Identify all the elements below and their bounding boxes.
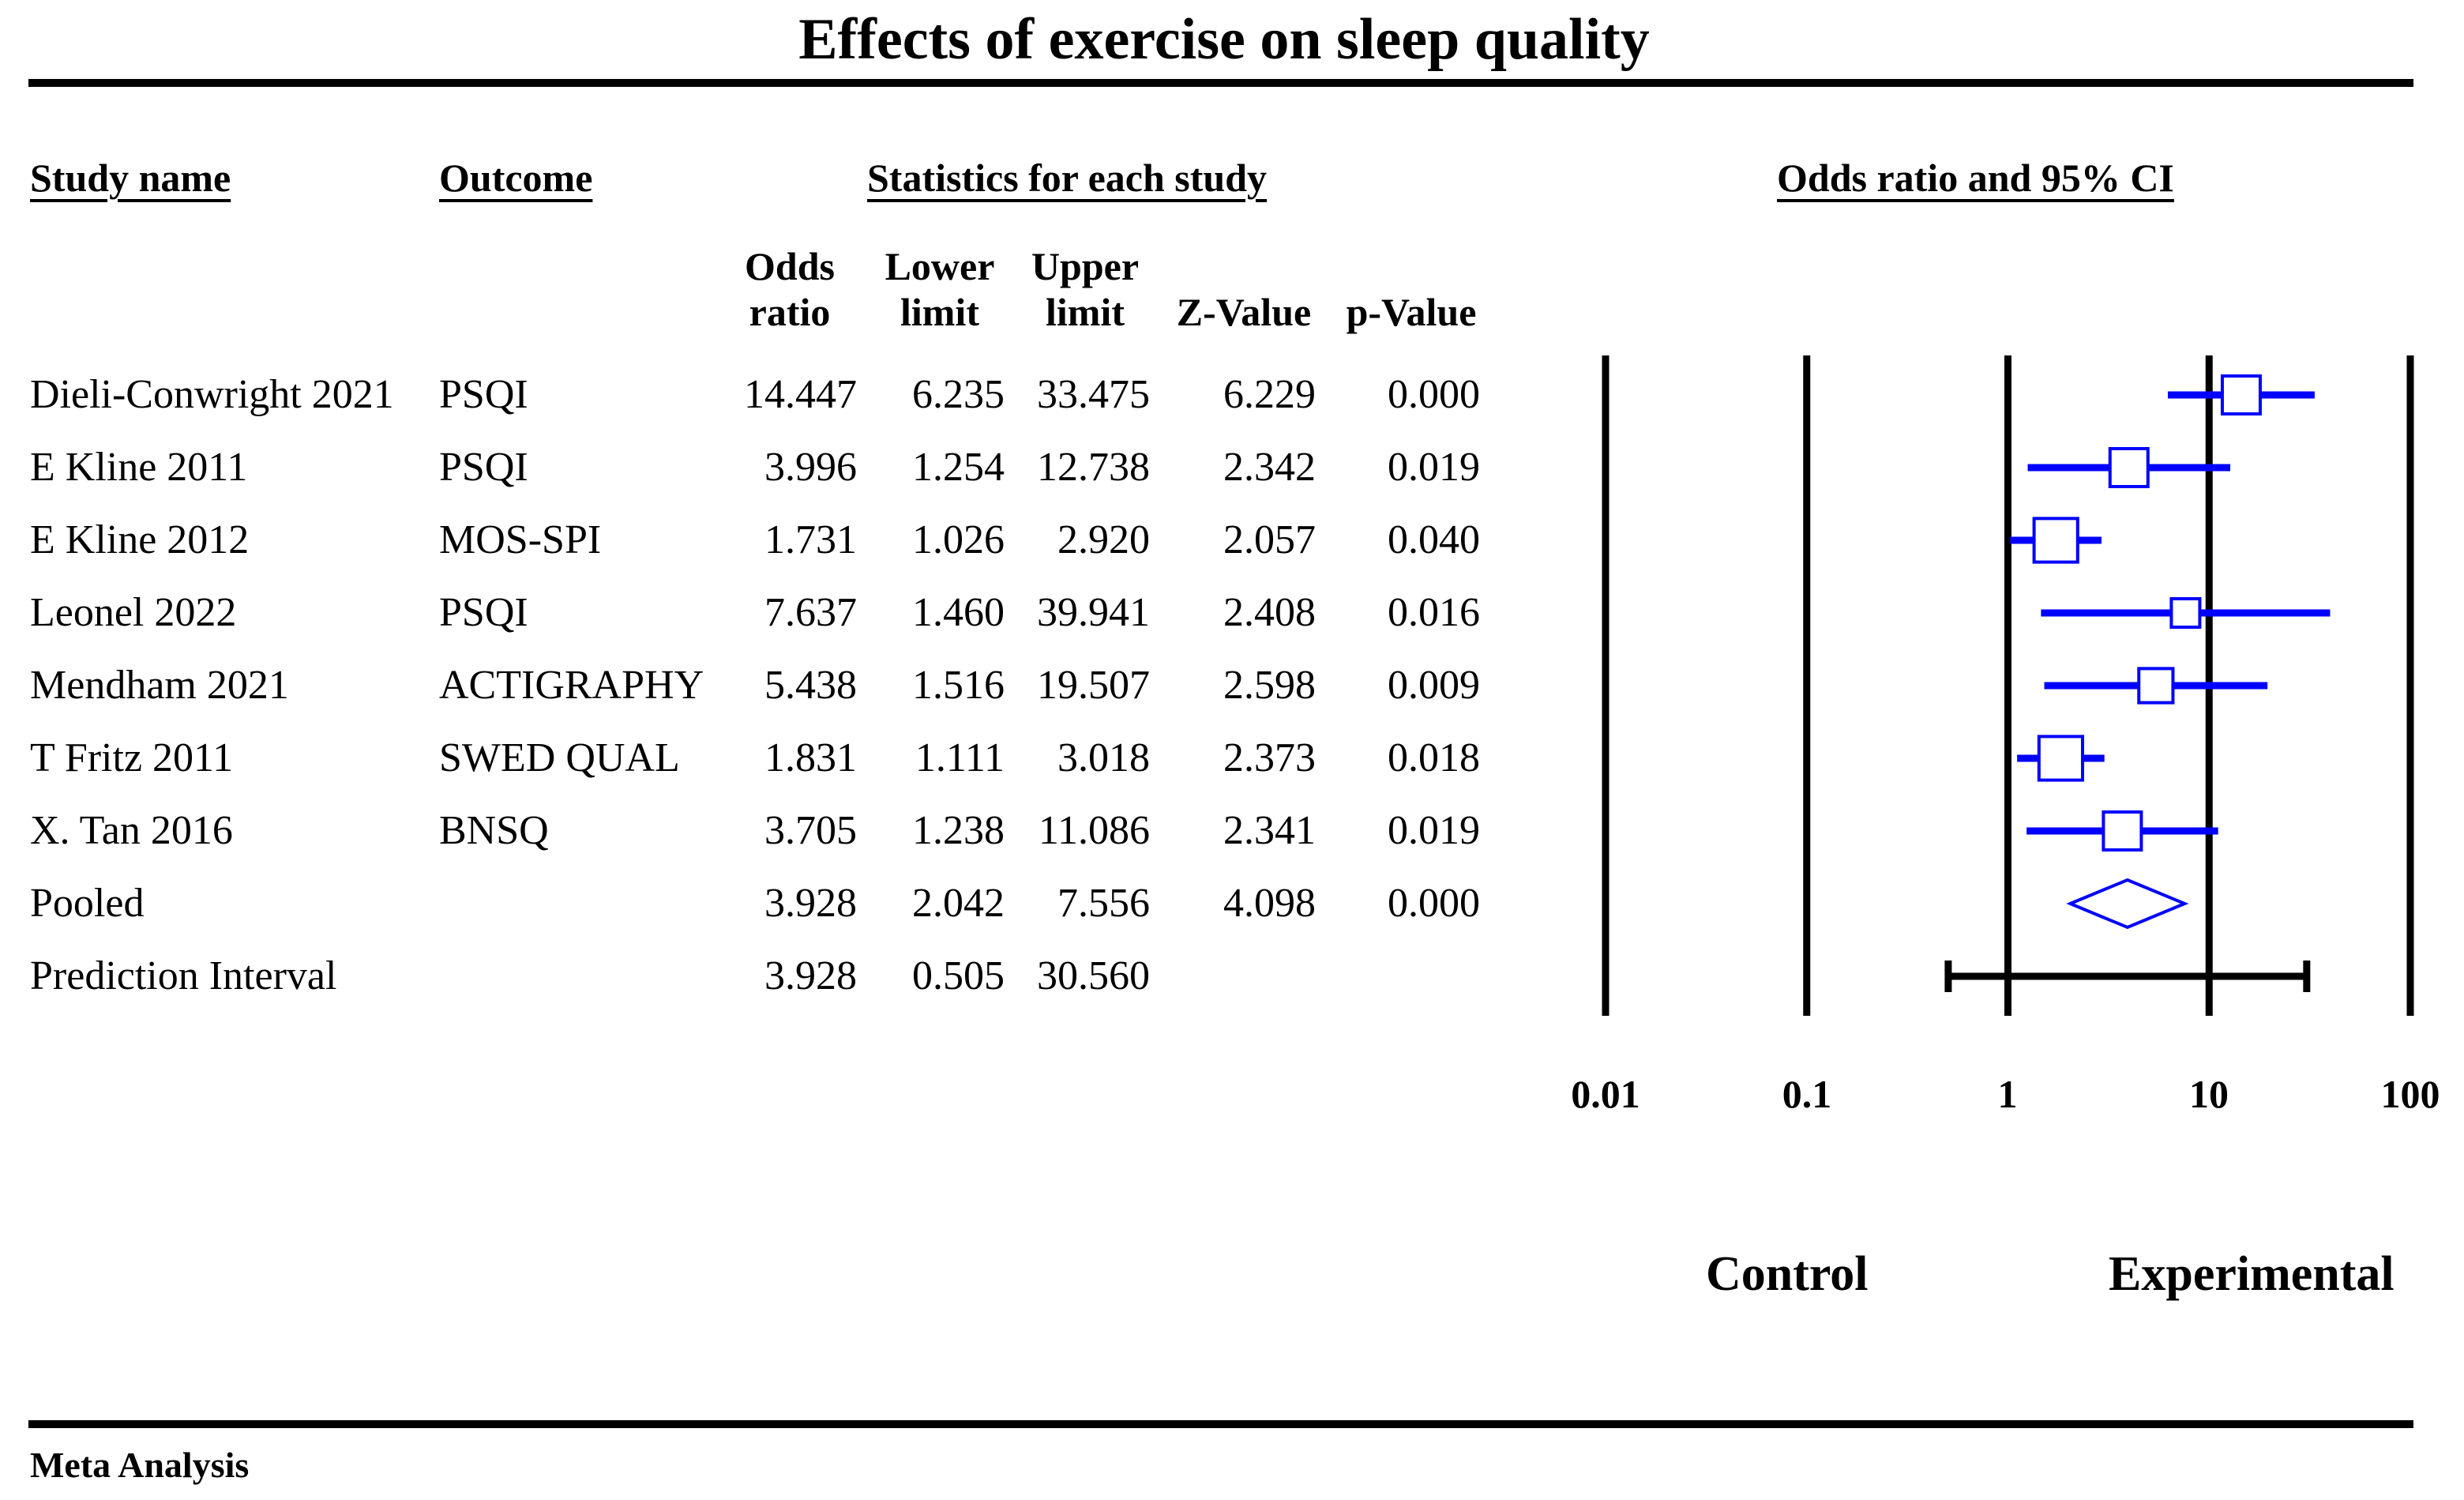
- z-value: 2.342: [1223, 445, 1316, 490]
- lower-limit: 0.505: [912, 953, 1005, 998]
- z-value: 2.598: [1223, 663, 1316, 708]
- colhdr-z-value: Z-Value: [1176, 290, 1312, 334]
- header-study-name: Study name: [30, 156, 231, 200]
- study-name: T Fritz 2011: [30, 735, 234, 780]
- outcome: PSQI: [439, 590, 528, 635]
- upper-limit: 7.556: [1057, 881, 1150, 926]
- header-outcome: Outcome: [439, 156, 593, 200]
- header-plot: Odds ratio and 95% CI: [1777, 156, 2174, 200]
- upper-limit: 30.560: [1037, 953, 1150, 998]
- odds-ratio: 3.705: [764, 808, 857, 853]
- tick-label-0.1: 0.1: [1782, 1072, 1832, 1116]
- odds-ratio: 3.996: [764, 445, 857, 490]
- colhdr-upper-limit-line1: Upper: [1031, 244, 1140, 288]
- outcome: BNSQ: [439, 808, 549, 853]
- colhdr-lower-limit-line2: limit: [900, 290, 979, 334]
- odds-ratio: 3.928: [764, 881, 857, 926]
- header-statistics: Statistics for each study: [867, 156, 1268, 200]
- odds-ratio: 3.928: [764, 953, 857, 998]
- upper-limit: 19.507: [1037, 663, 1150, 708]
- study-name: Dieli-Conwright 2021: [30, 372, 394, 417]
- point-estimate-marker: [2137, 667, 2175, 705]
- colhdr-odds-ratio: Odds ratio: [719, 243, 861, 335]
- outcome: PSQI: [439, 372, 528, 417]
- odds-ratio: 14.447: [744, 372, 857, 417]
- p-value: 0.000: [1388, 372, 1480, 417]
- footer-label: Meta Analysis: [30, 1445, 250, 1485]
- point-estimate-marker: [2220, 374, 2262, 415]
- study-name: Pooled: [30, 881, 145, 926]
- p-value: 0.019: [1388, 808, 1480, 853]
- p-value: 0.018: [1388, 735, 1480, 780]
- control-label: Control: [1706, 1247, 1869, 1301]
- upper-limit: 2.920: [1057, 517, 1150, 562]
- point-estimate-marker: [2102, 810, 2143, 852]
- lower-limit: 1.238: [912, 808, 1005, 853]
- point-estimate-marker: [2037, 735, 2085, 782]
- lower-limit: 1.460: [912, 590, 1005, 635]
- study-name: X. Tan 2016: [30, 808, 233, 853]
- upper-limit: 12.738: [1037, 445, 1150, 490]
- colhdr-odds-ratio-line2: ratio: [749, 290, 831, 334]
- outcome: PSQI: [439, 445, 528, 490]
- lower-limit: 1.026: [912, 517, 1005, 562]
- upper-limit: 11.086: [1038, 808, 1150, 853]
- lower-limit: 2.042: [912, 881, 1005, 926]
- lower-limit: 6.235: [912, 372, 1005, 417]
- tick-label-10: 10: [2189, 1072, 2229, 1116]
- outcome: MOS-SPI: [439, 517, 602, 562]
- lower-limit: 1.516: [912, 663, 1005, 708]
- colhdr-upper-limit: Upper limit: [1014, 243, 1156, 335]
- z-value: 2.341: [1223, 808, 1316, 853]
- p-value: 0.000: [1388, 881, 1480, 926]
- pooled-diamond: [2066, 878, 2189, 930]
- study-name: E Kline 2011: [30, 445, 248, 490]
- chart-title: Effects of exercise on sleep quality: [798, 7, 1650, 72]
- upper-limit: 39.941: [1037, 590, 1150, 635]
- z-value: 2.373: [1223, 735, 1316, 780]
- point-estimate-marker: [2169, 597, 2202, 629]
- outcome: ACTIGRAPHY: [439, 663, 704, 708]
- p-value: 0.040: [1388, 517, 1480, 562]
- point-estimate-marker: [2032, 517, 2079, 564]
- bottom-rule: [28, 1420, 2413, 1428]
- study-name: Leonel 2022: [30, 590, 237, 635]
- study-name: E Kline 2012: [30, 517, 250, 562]
- z-value: 2.057: [1223, 517, 1316, 562]
- outcome: SWED QUAL: [439, 735, 680, 780]
- experimental-label: Experimental: [2109, 1247, 2395, 1301]
- p-value: 0.016: [1388, 590, 1480, 635]
- upper-limit: 3.018: [1057, 735, 1150, 780]
- colhdr-lower-limit: Lower limit: [869, 243, 1011, 335]
- tick-label-1: 1: [1997, 1072, 2018, 1116]
- odds-ratio: 5.438: [764, 663, 857, 708]
- top-rule: [28, 79, 2413, 87]
- lower-limit: 1.111: [915, 735, 1005, 780]
- point-estimate-marker: [2108, 447, 2150, 488]
- odds-ratio: 7.637: [764, 590, 857, 635]
- colhdr-p-value: p-Value: [1346, 290, 1477, 334]
- z-value: 6.229: [1223, 372, 1316, 417]
- z-value: 4.098: [1223, 881, 1316, 926]
- colhdr-lower-limit-line1: Lower: [885, 244, 995, 288]
- p-value: 0.009: [1388, 663, 1480, 708]
- p-value: 0.019: [1388, 445, 1480, 490]
- upper-limit: 33.475: [1037, 372, 1150, 417]
- tick-label-0.01: 0.01: [1571, 1072, 1640, 1116]
- z-value: 2.408: [1223, 590, 1316, 635]
- study-name: Prediction Interval: [30, 953, 337, 998]
- tick-label-100: 100: [2380, 1072, 2440, 1116]
- odds-ratio: 1.731: [764, 517, 857, 562]
- colhdr-upper-limit-line2: limit: [1046, 290, 1125, 334]
- odds-ratio: 1.831: [764, 735, 857, 780]
- lower-limit: 1.254: [912, 445, 1005, 490]
- colhdr-odds-ratio-line1: Odds: [745, 244, 835, 288]
- study-name: Mendham 2021: [30, 663, 289, 708]
